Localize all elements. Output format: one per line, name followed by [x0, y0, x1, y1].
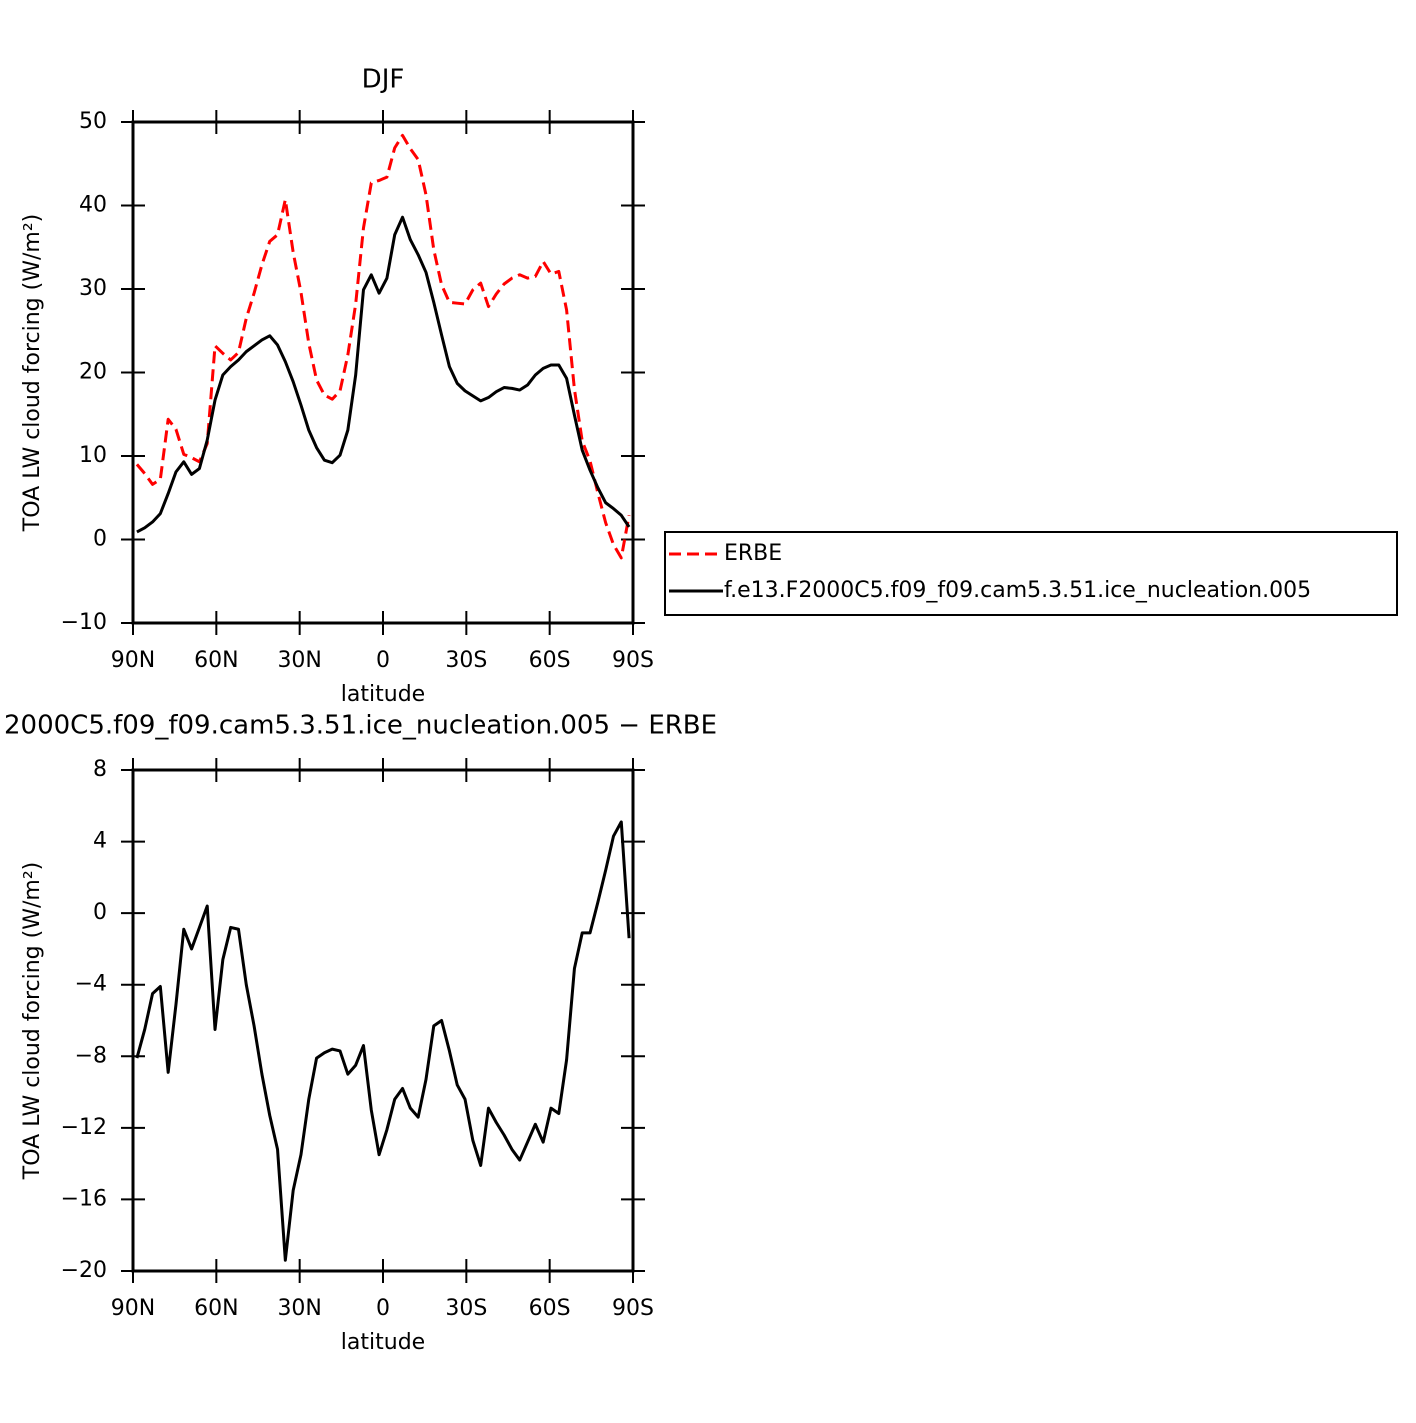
- y-tick-label: 40: [79, 193, 107, 218]
- x-tick-label: 60N: [194, 1296, 238, 1321]
- y-tick-label: −8: [75, 1043, 107, 1068]
- plot-frame: [131, 120, 635, 625]
- y-tick-label: 20: [79, 360, 107, 385]
- y-tick-label: −10: [61, 610, 107, 635]
- legend-label: f.e13.F2000C5.f09_f09.cam5.3.51.ice_nucl…: [724, 578, 1311, 603]
- chart-title: DJF: [362, 65, 405, 95]
- data-line: [135, 133, 631, 560]
- x-tick-label: 60S: [529, 1296, 571, 1321]
- y-tick-label: 10: [79, 443, 107, 468]
- x-tick-label: 30N: [277, 1296, 321, 1321]
- x-axis-label: latitude: [341, 682, 425, 707]
- y-axis-label: TOA LW cloud forcing (W/m²): [20, 862, 45, 1180]
- x-tick-label: 30S: [445, 1296, 487, 1321]
- x-tick-label: 0: [376, 648, 390, 673]
- x-tick-label: 90S: [612, 1296, 654, 1321]
- chart-title: 2000C5.f09_f09.cam5.3.51.ice_nucleation.…: [4, 711, 717, 741]
- x-tick-label: 30N: [277, 648, 321, 673]
- x-tick-label: 90N: [111, 648, 155, 673]
- y-tick-label: −16: [61, 1186, 107, 1211]
- y-tick-label: 50: [79, 109, 107, 134]
- y-tick-label: −4: [75, 972, 107, 997]
- x-tick-label: 90S: [612, 648, 654, 673]
- data-line: [136, 215, 631, 534]
- legend-box: [664, 531, 1398, 616]
- legend-label: ERBE: [724, 541, 782, 566]
- x-tick-label: 30S: [445, 648, 487, 673]
- x-tick-label: 60N: [194, 648, 238, 673]
- data-line: [135, 820, 631, 1262]
- y-tick-label: −20: [61, 1258, 107, 1283]
- y-tick-label: 0: [93, 527, 107, 552]
- x-axis-label: latitude: [341, 1330, 425, 1355]
- y-tick-label: 0: [93, 900, 107, 925]
- y-tick-label: 30: [79, 276, 107, 301]
- plot-frame: [131, 768, 635, 1273]
- y-tick-label: −12: [61, 1115, 107, 1140]
- x-tick-label: 0: [376, 1296, 390, 1321]
- y-tick-label: 8: [93, 757, 107, 782]
- y-tick-label: 4: [93, 829, 107, 854]
- y-axis-label: TOA LW cloud forcing (W/m²): [20, 214, 45, 532]
- x-tick-label: 90N: [111, 1296, 155, 1321]
- x-tick-label: 60S: [529, 648, 571, 673]
